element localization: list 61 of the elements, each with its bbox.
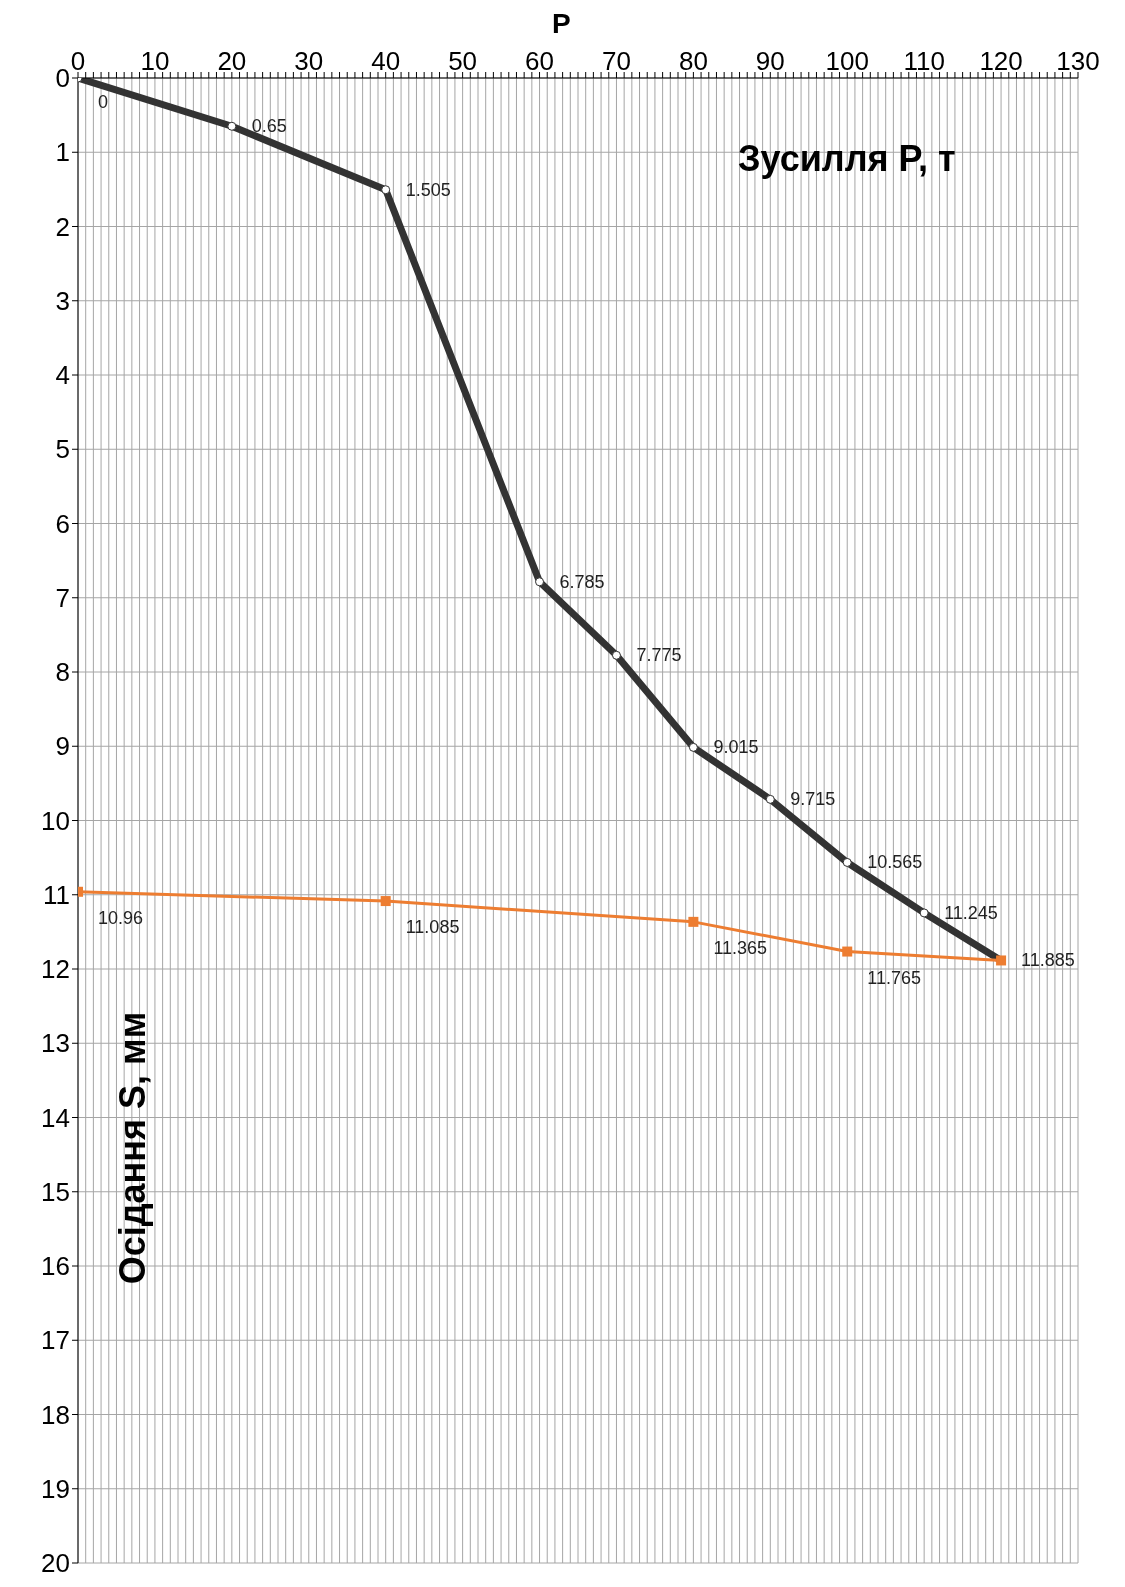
y-tick-label: 8 (55, 657, 70, 688)
point (919, 908, 929, 918)
y-tick-label: 2 (55, 211, 70, 242)
data-label: 6.785 (559, 571, 605, 592)
x-tick-label: 40 (371, 46, 401, 76)
x-tick-label: 70 (602, 46, 631, 76)
x-tick-label: 30 (294, 46, 324, 76)
point (842, 857, 852, 867)
point (535, 577, 545, 587)
y-tick-label: 4 (55, 360, 70, 391)
data-label: 0 (98, 92, 109, 112)
point (611, 650, 621, 660)
point (227, 121, 237, 131)
x-tick-label: 120 (979, 46, 1023, 76)
x-tick-label: 130 (1056, 46, 1100, 76)
y-tick-label: 12 (41, 954, 70, 985)
y-tick-label: 11 (43, 879, 70, 910)
y-tick-label: 3 (55, 285, 70, 316)
y-tick-label: 14 (41, 1102, 70, 1133)
y-tick-label: 7 (55, 582, 70, 613)
y-tick-label: 9 (55, 731, 70, 762)
point (381, 185, 391, 195)
y-tick-label: 19 (41, 1473, 70, 1504)
annotation: Зусилля P, т (738, 138, 956, 180)
point (380, 896, 391, 907)
data-label: 9.715 (790, 789, 836, 810)
data-label: 10.96 (98, 907, 144, 928)
data-label: 10.565 (867, 852, 923, 873)
data-label: 11.885 (1021, 950, 1075, 971)
x-tick-label: 10 (140, 46, 170, 76)
y-tick-label: 13 (41, 1028, 70, 1059)
y-tick-label: 10 (41, 805, 70, 836)
x-tick-label: 60 (525, 46, 554, 76)
y-tick-label: 15 (41, 1176, 70, 1207)
point (842, 946, 853, 957)
data-label: 11.365 (713, 937, 768, 958)
data-label: 11.085 (405, 917, 460, 938)
y-tick-label: 17 (41, 1325, 70, 1356)
y-tick-label: 18 (41, 1399, 70, 1430)
point (688, 916, 699, 927)
data-label: 11.765 (867, 967, 921, 988)
y-tick-label: 6 (55, 508, 70, 539)
data-label: 1.505 (405, 179, 451, 200)
point (765, 794, 775, 804)
point (688, 742, 698, 752)
data-label: 9.015 (713, 737, 759, 758)
data-label: 0.65 (251, 116, 287, 137)
x-axis-title: P (552, 8, 571, 40)
y-axis-title: Осідання S, мм (112, 1011, 154, 1285)
y-tick-label: 5 (55, 434, 70, 465)
x-tick-label: 100 (825, 46, 869, 76)
y-tick-label: 20 (41, 1548, 70, 1579)
x-tick-label: 20 (217, 46, 247, 76)
data-label: 7.775 (636, 645, 682, 666)
data-label: 11.245 (944, 902, 998, 923)
x-tick-label: 50 (448, 46, 478, 76)
y-tick-label: 16 (41, 1251, 70, 1282)
x-tick-label: 90 (755, 46, 785, 76)
x-tick-label: 80 (678, 46, 708, 76)
x-tick-label: 110 (903, 46, 945, 76)
y-tick-label: 1 (55, 137, 70, 168)
